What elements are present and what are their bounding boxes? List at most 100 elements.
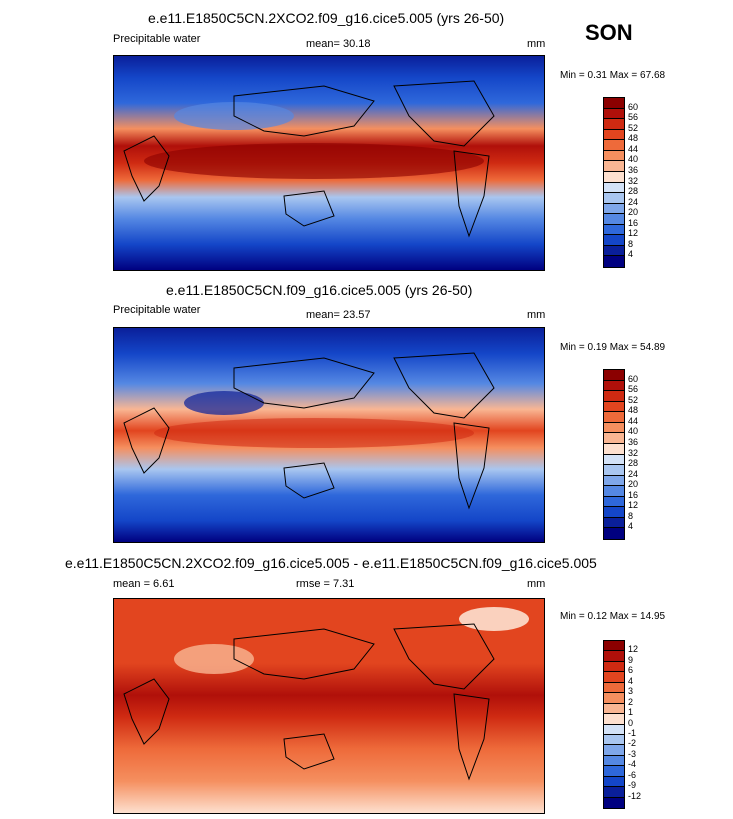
- colorbar-swatch: [604, 129, 624, 141]
- colorbar-tick-label: 52: [628, 122, 639, 133]
- panel2-colorbar: [603, 369, 625, 540]
- colorbar-tick-label: 4: [628, 675, 634, 686]
- colorbar-tick-label: 24: [628, 196, 639, 207]
- colorbar-tick-label: 24: [628, 468, 639, 479]
- colorbar-swatch: [604, 693, 624, 704]
- panel2-units: mm: [527, 309, 546, 321]
- colorbar-swatch: [604, 161, 624, 172]
- colorbar-swatch: [604, 443, 624, 455]
- colorbar-tick-label: 16: [628, 217, 639, 228]
- colorbar-tick-label: 6: [628, 665, 634, 676]
- colorbar-tick-label: 60: [628, 101, 639, 112]
- colorbar-swatch: [604, 745, 624, 756]
- panel2-minmax: Min = 0.19 Max = 54.89: [560, 342, 666, 353]
- colorbar-swatch: [604, 734, 624, 746]
- colorbar-tick-label: 40: [628, 426, 639, 437]
- colorbar-swatch: [604, 528, 624, 539]
- colorbar-swatch: [604, 475, 624, 487]
- panel1-colorbar: [603, 97, 625, 268]
- colorbar-tick-label: -12: [628, 790, 642, 801]
- colorbar-tick-label: 48: [628, 405, 639, 416]
- colorbar-tick-label: 12: [628, 644, 639, 655]
- colorbar-tick-label: 8: [628, 238, 634, 249]
- colorbar-swatch: [604, 245, 624, 257]
- colorbar-swatch: [604, 651, 624, 662]
- colorbar-tick-label: 48: [628, 133, 639, 144]
- panel2-map-svg: [114, 328, 544, 542]
- colorbar-tick-label: 60: [628, 373, 639, 384]
- panel3-map-svg: [114, 599, 544, 813]
- colorbar-swatch: [604, 235, 624, 246]
- panel3-colorbar: [603, 640, 625, 809]
- colorbar-swatch: [604, 465, 624, 476]
- colorbar-swatch: [604, 507, 624, 518]
- colorbar-swatch: [604, 214, 624, 225]
- panel2-variable: Precipitable water: [113, 304, 201, 316]
- colorbar-tick-label: -2: [628, 738, 637, 749]
- panel2-title: e.e11.E1850C5CN.f09_g16.cice5.005 (yrs 2…: [166, 282, 473, 298]
- colorbar-swatch: [604, 496, 624, 508]
- colorbar-tick-label: 32: [628, 175, 639, 186]
- colorbar-swatch: [604, 766, 624, 777]
- colorbar-tick-label: 28: [628, 186, 639, 197]
- colorbar-swatch: [604, 422, 624, 434]
- panel3-map: [113, 598, 545, 814]
- colorbar-tick-label: 12: [628, 500, 639, 511]
- colorbar-tick-label: 0: [628, 717, 634, 728]
- panel3-minmax: Min = 0.12 Max = 14.95: [560, 611, 666, 622]
- colorbar-swatch: [604, 703, 624, 715]
- colorbar-swatch: [604, 412, 624, 423]
- colorbar-swatch: [604, 370, 624, 381]
- panel2-mean: mean= 23.57: [306, 309, 371, 321]
- colorbar-tick-label: -3: [628, 748, 637, 759]
- colorbar-tick-label: 4: [628, 249, 634, 260]
- colorbar-swatch: [604, 797, 624, 808]
- colorbar-tick-label: 20: [628, 207, 639, 218]
- colorbar-swatch: [604, 182, 624, 194]
- panel3-units: mm: [527, 578, 546, 590]
- colorbar-swatch: [604, 171, 624, 183]
- colorbar-swatch: [604, 256, 624, 267]
- panel1-map-svg: [114, 56, 544, 270]
- colorbar-tick-label: 44: [628, 415, 639, 426]
- colorbar-tick-label: -6: [628, 769, 637, 780]
- colorbar-tick-label: 56: [628, 384, 639, 395]
- season-label: SON: [585, 20, 633, 45]
- colorbar-swatch: [604, 224, 624, 236]
- panel3-title: e.e11.E1850C5CN.2XCO2.f09_g16.cice5.005 …: [65, 555, 597, 571]
- colorbar-tick-label: 12: [628, 228, 639, 239]
- colorbar-swatch: [604, 776, 624, 788]
- colorbar-tick-label: 4: [628, 521, 634, 532]
- colorbar-tick-label: 32: [628, 447, 639, 458]
- colorbar-swatch: [604, 433, 624, 444]
- colorbar-tick-label: 36: [628, 436, 639, 447]
- panel1-map: [113, 55, 545, 271]
- colorbar-swatch: [604, 454, 624, 466]
- colorbar-tick-label: 2: [628, 696, 634, 707]
- colorbar-swatch: [604, 641, 624, 652]
- colorbar-tick-label: 8: [628, 510, 634, 521]
- colorbar-swatch: [604, 380, 624, 392]
- colorbar-tick-label: 16: [628, 489, 639, 500]
- colorbar-tick-label: 20: [628, 479, 639, 490]
- colorbar-tick-label: -1: [628, 727, 637, 738]
- colorbar-tick-label: 52: [628, 394, 639, 405]
- colorbar-swatch: [604, 119, 624, 130]
- colorbar-swatch: [604, 755, 624, 767]
- colorbar-swatch: [604, 724, 624, 735]
- colorbar-swatch: [604, 108, 624, 120]
- colorbar-tick-label: 44: [628, 143, 639, 154]
- panel1-minmax: Min = 0.31 Max = 67.68: [560, 70, 666, 81]
- colorbar-tick-label: 56: [628, 112, 639, 123]
- colorbar-swatch: [604, 391, 624, 402]
- panel3-rmse: rmse = 7.31: [296, 578, 355, 590]
- colorbar-tick-label: 1: [628, 707, 634, 718]
- colorbar-swatch: [604, 140, 624, 151]
- colorbar-swatch: [604, 98, 624, 109]
- colorbar-swatch: [604, 714, 624, 725]
- colorbar-swatch: [604, 486, 624, 497]
- colorbar-swatch: [604, 672, 624, 683]
- colorbar-swatch: [604, 193, 624, 204]
- colorbar-tick-label: 40: [628, 154, 639, 165]
- colorbar-tick-label: 9: [628, 654, 634, 665]
